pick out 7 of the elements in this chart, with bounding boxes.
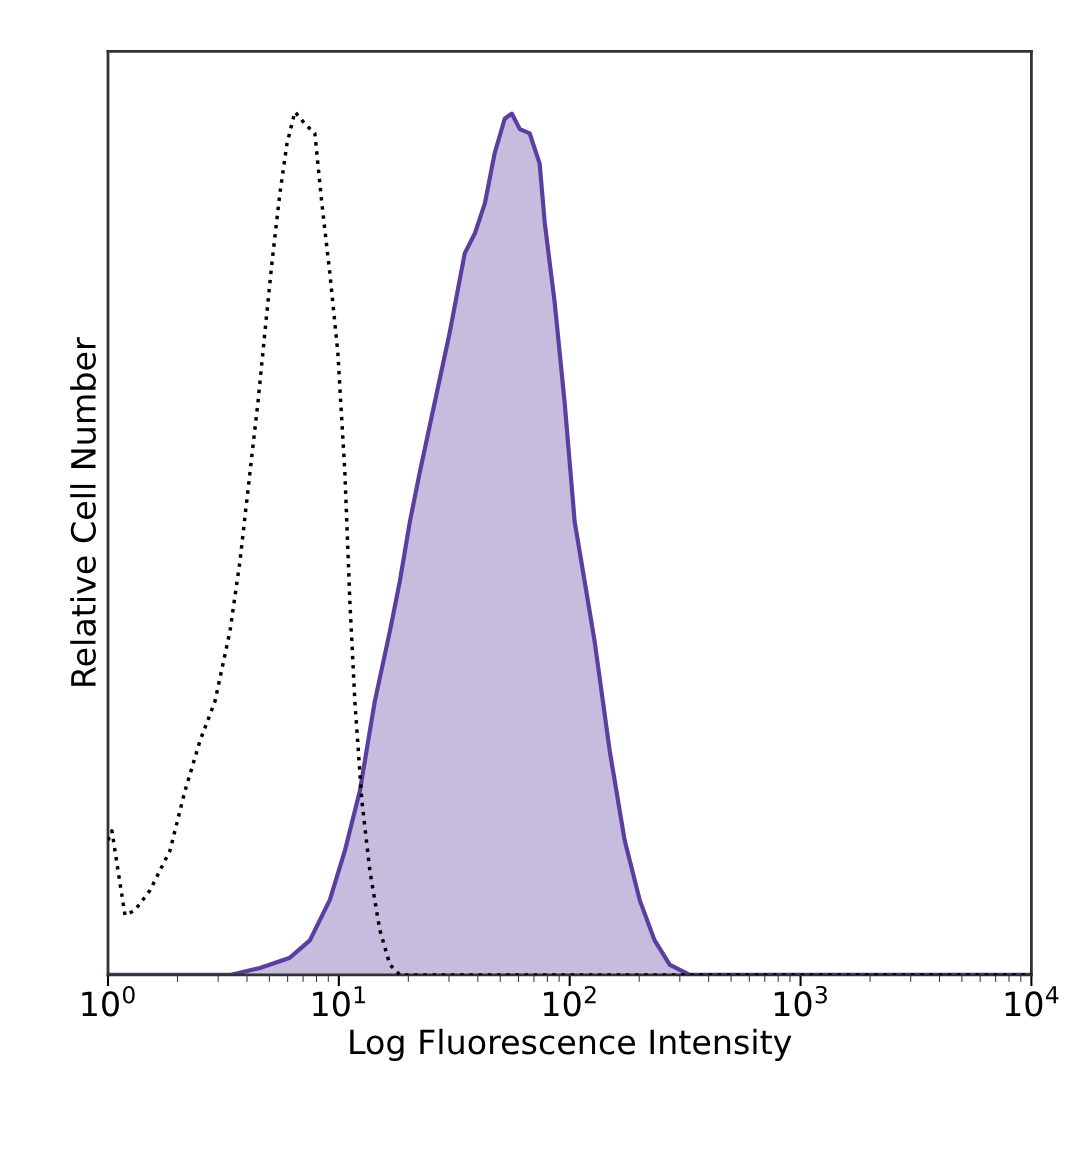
- x-tick-label: 10$^{3}$: [774, 985, 827, 1017]
- x-tick-label: 10$^{4}$: [1005, 986, 1059, 1017]
- x-tick-label: 10$^{0}$: [82, 985, 135, 1017]
- x-tick-label: 10$^{2}$: [544, 985, 596, 1017]
- x-axis-title: Log Fluorescence Intensity: [350, 1028, 792, 1061]
- y-axis-title: Relative Cell Number: [70, 337, 96, 686]
- x-tick-label: 10$^{1}$: [313, 986, 365, 1017]
